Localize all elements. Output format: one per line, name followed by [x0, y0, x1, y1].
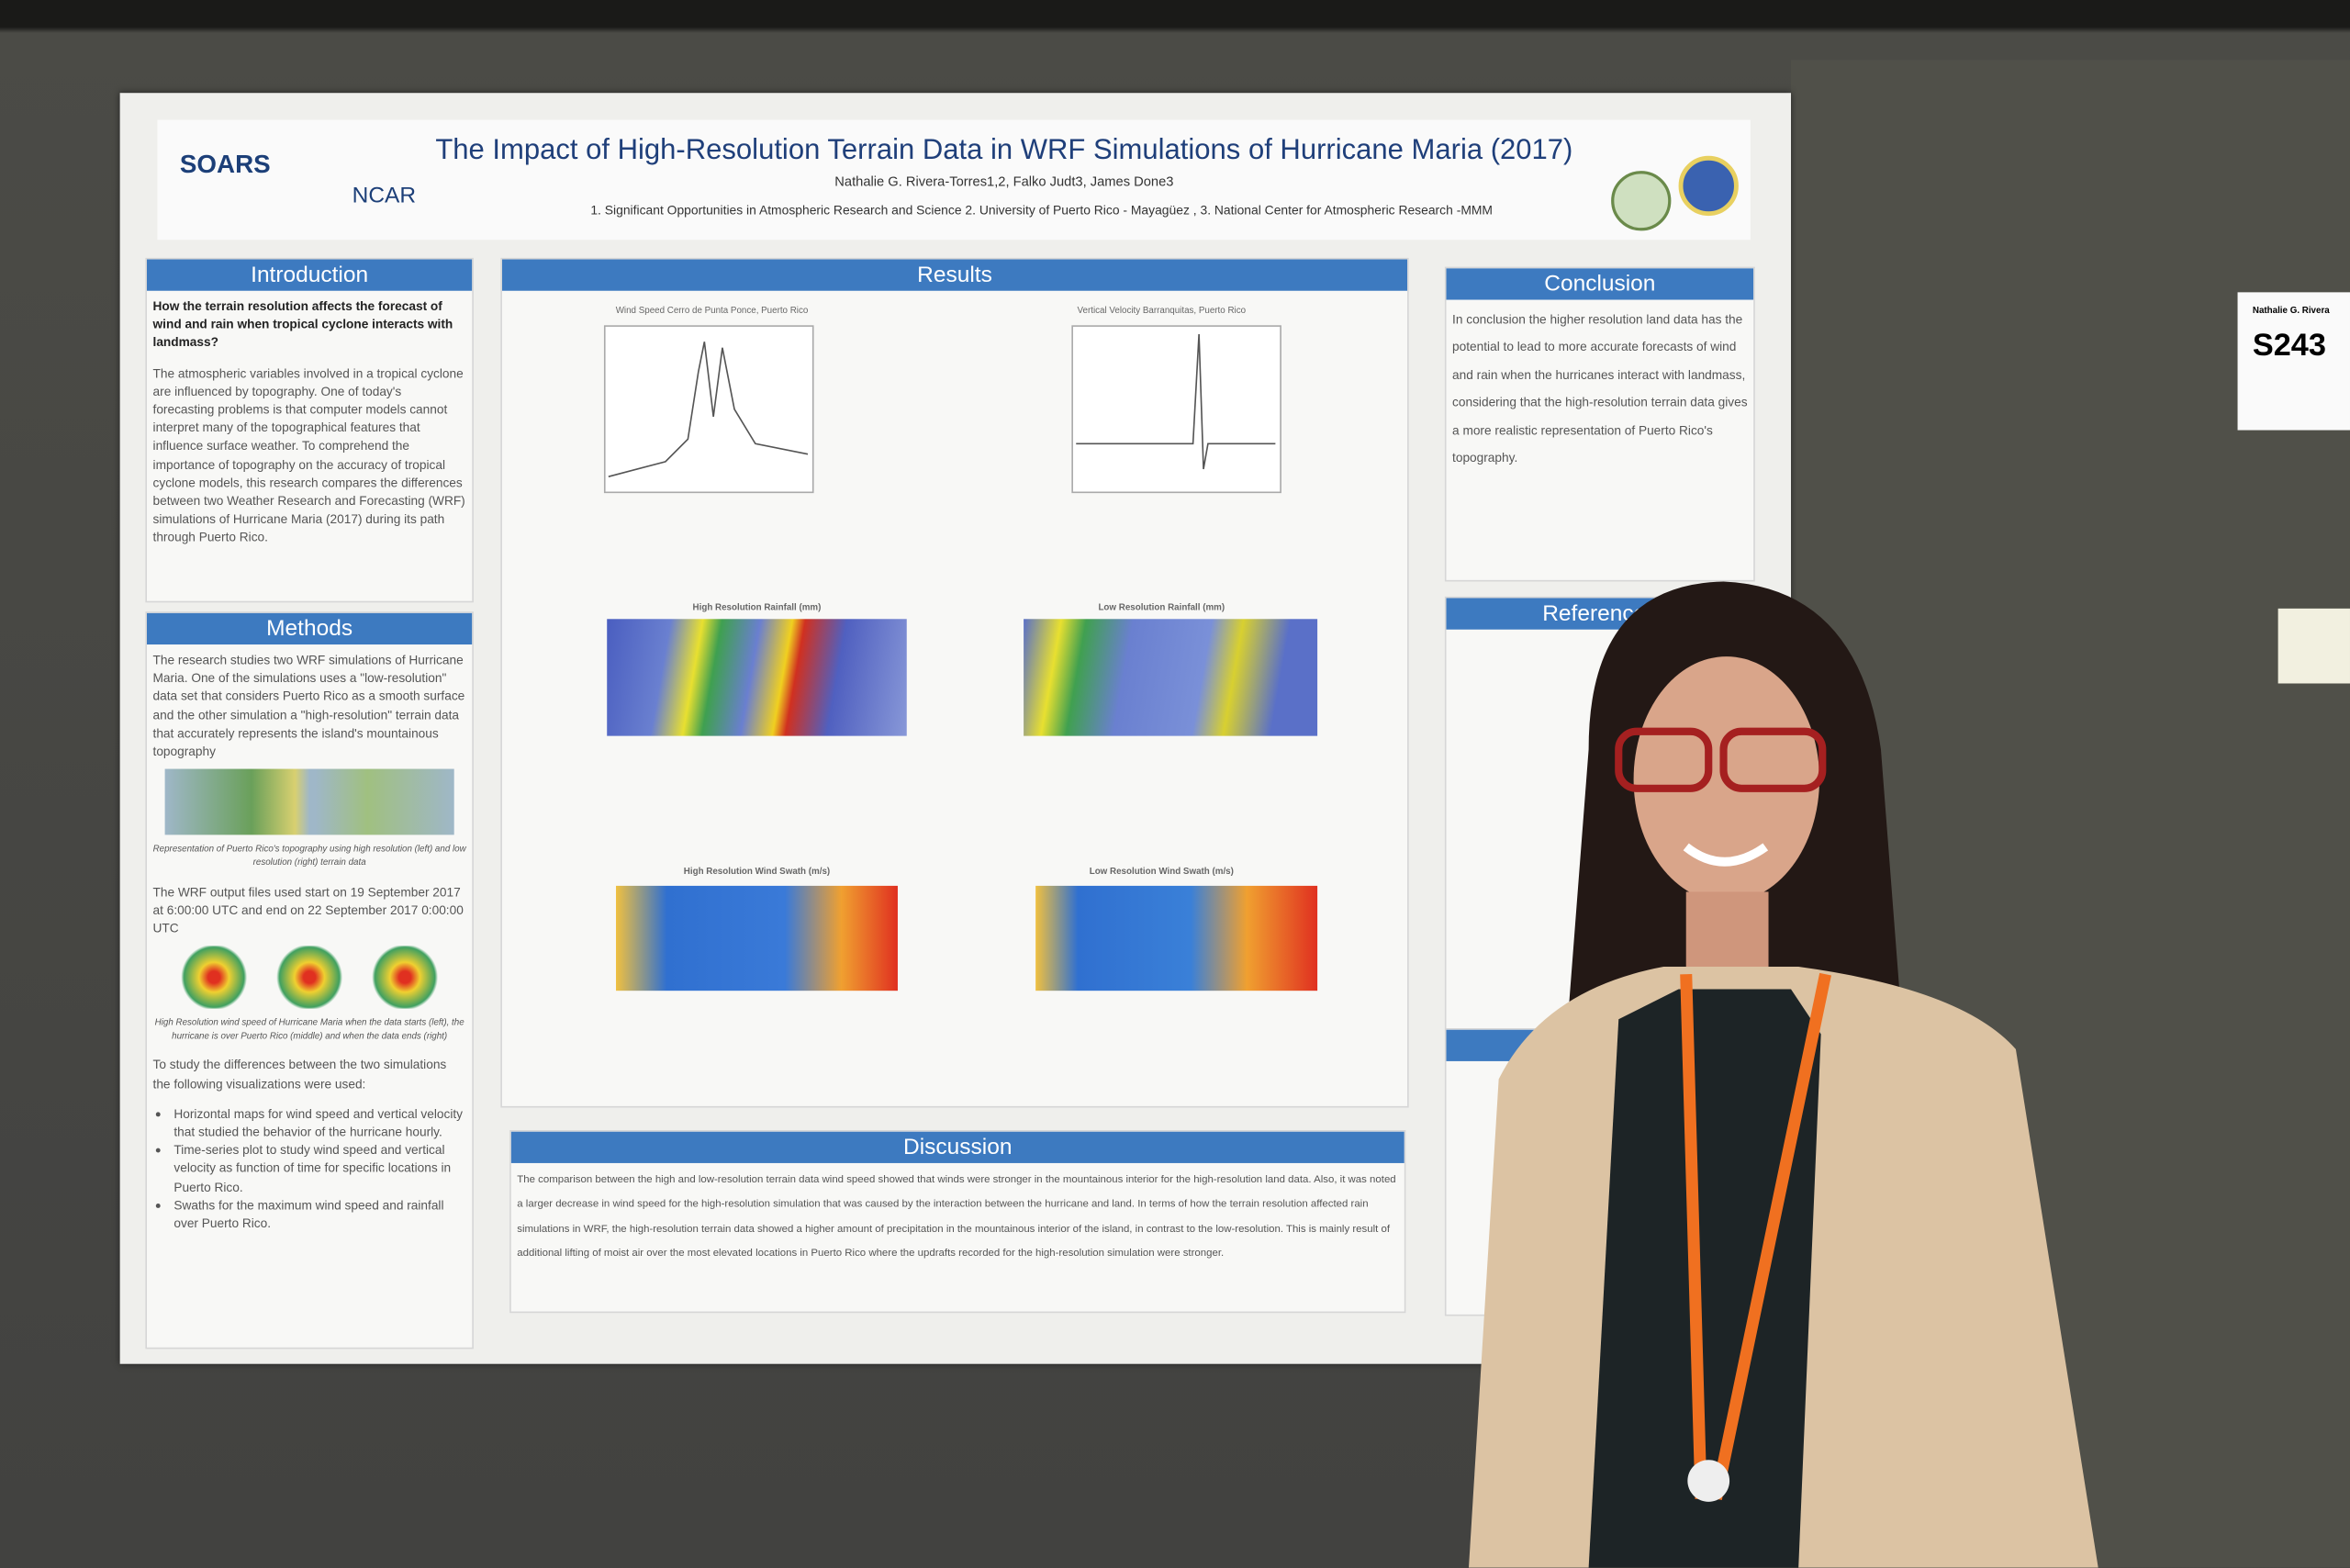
caption: Representation of Puerto Rico's topograp… [152, 846, 466, 868]
affiliations: 1. Significant Opportunities in Atmosphe… [590, 202, 1494, 218]
methods: Methods The research studies two WRF sim… [145, 611, 474, 1350]
section-heading: Introduction [146, 259, 473, 291]
bullet: Swaths for the maximum wind speed and ra… [173, 1195, 465, 1232]
map-figure [607, 619, 907, 736]
plot [1076, 334, 1276, 470]
section-heading: Conclusion [1446, 268, 1754, 300]
blouse [1588, 989, 1821, 1568]
logo-nsf [1678, 155, 1739, 217]
map-figure [616, 885, 898, 991]
plot [608, 342, 809, 477]
glasses [1615, 727, 1713, 792]
paragraph: The atmospheric variables involved in a … [152, 364, 465, 545]
logo-seal [1611, 171, 1672, 231]
conclusion: Conclusion In conclusion the higher reso… [1444, 266, 1755, 582]
figure-title: High Resolution Rainfall (mm) [692, 603, 822, 613]
chart-figure [603, 325, 814, 494]
booth-sign: Nathalie G. Rivera S243 [2237, 292, 2350, 431]
section-heading: Methods [146, 612, 473, 645]
figure-title: Low Resolution Wind Swath (m/s) [1089, 868, 1234, 878]
section-heading: Results [501, 259, 1408, 291]
lanyard [1680, 972, 1831, 1500]
introduction: Introduction How the terrain resolution … [145, 257, 474, 603]
glasses [1719, 727, 1827, 792]
figure-title: Low Resolution Rainfall (mm) [1098, 603, 1225, 613]
discussion: Discussion The comparison between the hi… [509, 1130, 1406, 1314]
poster-title: The Impact of High-Resolution Terrain Da… [435, 134, 1573, 167]
logo: SOARS [179, 150, 271, 179]
map-figure [1035, 885, 1318, 991]
paragraph: To study the differences between the two… [152, 1057, 447, 1091]
header: SOARS NCAR The Impact of High-Resolution… [157, 119, 1751, 241]
paragraph: The comparison between the high and low-… [517, 1174, 1396, 1260]
bullet-list: Horizontal maps for wind speed and verti… [147, 1098, 472, 1238]
caption: High Resolution wind speed of Hurricane … [154, 1019, 464, 1042]
figure [164, 946, 454, 1009]
paragraph: The WRF output files used start on 19 Se… [152, 883, 464, 935]
paragraph: The research studies two WRF simulations… [152, 652, 465, 759]
bullet: Horizontal maps for wind speed and verti… [173, 1104, 465, 1141]
authors: Nathalie G. Rivera-Torres1,2, Falko Judt… [834, 174, 1174, 189]
figure-title: Wind Speed Cerro de Punta Ponce, Puerto … [615, 307, 809, 317]
paragraph: In conclusion the higher resolution land… [1452, 311, 1748, 465]
bullet: Time-series plot to study wind speed and… [173, 1141, 465, 1196]
figure [164, 768, 454, 835]
badge-card [2277, 608, 2350, 684]
sign-number: S243 [2252, 328, 2326, 364]
figure-title: High Resolution Wind Swath (m/s) [683, 868, 831, 878]
logo: NCAR [352, 183, 417, 208]
smile [1683, 843, 1769, 867]
plot-line [608, 342, 809, 477]
plot-line [1076, 334, 1276, 470]
question: How the terrain resolution affects the f… [152, 297, 453, 351]
figure-title: Vertical Velocity Barranquitas, Puerto R… [1077, 307, 1247, 317]
sign-name: Nathalie G. Rivera [2252, 307, 2330, 317]
section-heading: Discussion [510, 1131, 1404, 1163]
map-figure [1024, 619, 1318, 736]
chart-figure [1071, 325, 1281, 494]
results: Results Wind Speed Cerro de Punta Ponce,… [500, 257, 1409, 1108]
badge-clip [1687, 1460, 1730, 1502]
